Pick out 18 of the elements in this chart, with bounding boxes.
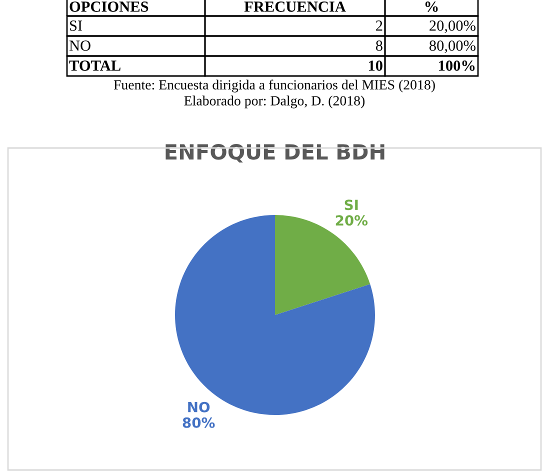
text: SI: [70, 20, 82, 31]
text: FRECUENCIA: [244, 2, 346, 12]
data-label: 20%: [336, 215, 368, 226]
text: 10: [368, 60, 382, 71]
slice-label: SI: [344, 200, 358, 210]
text: 100%: [439, 60, 475, 71]
text: 80,00%: [429, 40, 476, 54]
text: Elaborado por: Dalgo, D. (2018): [184, 96, 365, 108]
data-label: 80%: [182, 417, 215, 428]
slice-label: NO: [188, 402, 210, 412]
text: 8: [376, 40, 382, 51]
text: OPCIONES: [70, 2, 148, 12]
text: 20,00%: [430, 20, 476, 34]
text: %: [425, 2, 438, 12]
text: TOTAL: [69, 60, 120, 71]
text: 2: [376, 20, 382, 31]
source-note: Fuente: Encuesta dirigida a funcionarios del MIES (2018): [114, 80, 435, 92]
text: NO: [69, 40, 90, 51]
